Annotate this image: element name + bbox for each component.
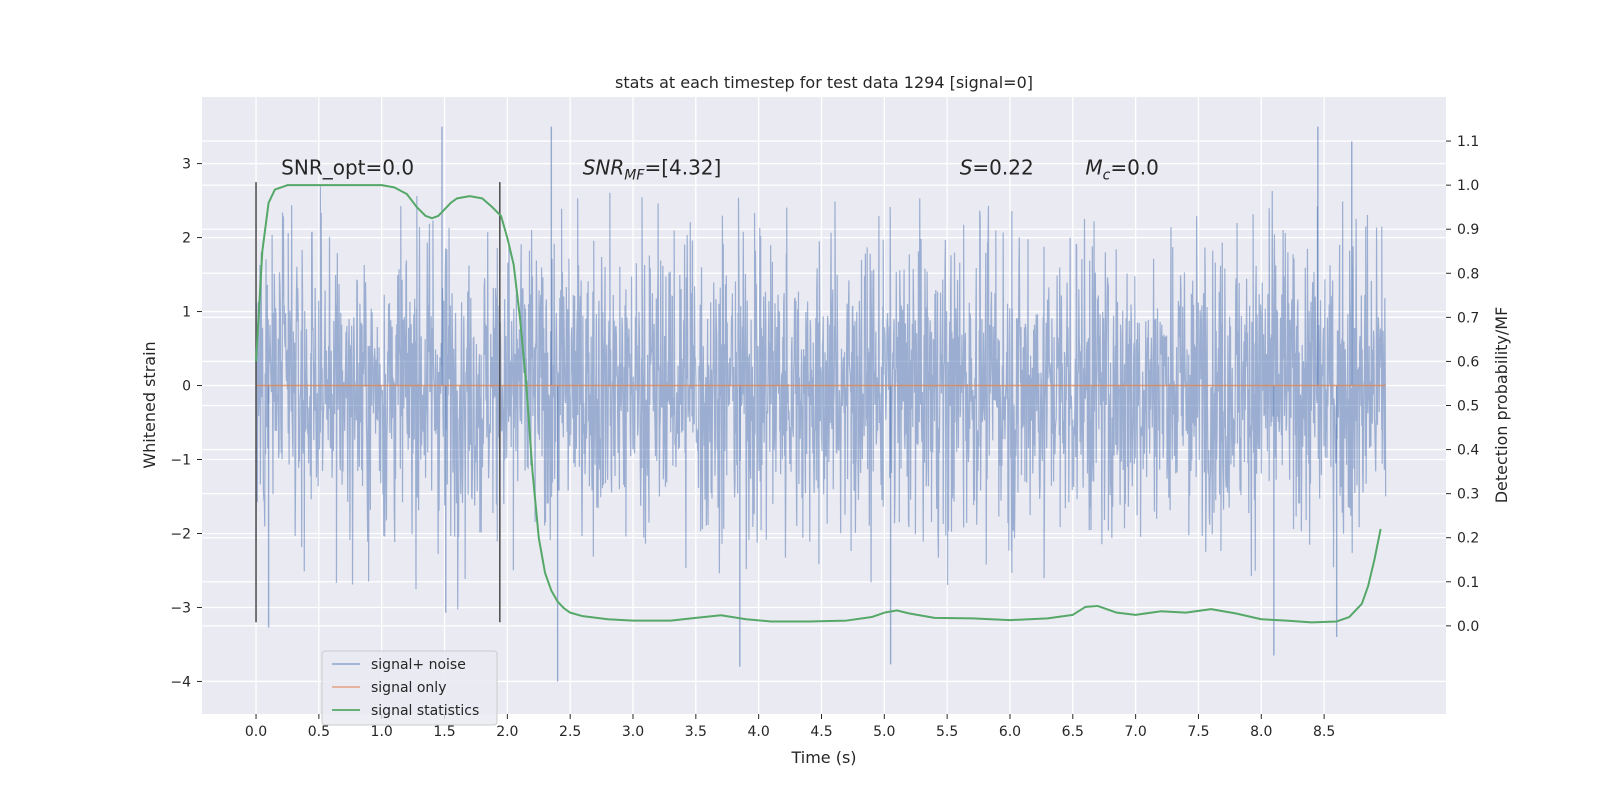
x-tick-label: 8.0 (1250, 724, 1272, 740)
x-tick-label: 0.0 (245, 724, 267, 740)
annotation: SNR_opt=0.0 (281, 156, 414, 180)
annotation: Mc=0.0 (1085, 156, 1159, 184)
y-tick-label: 1 (182, 305, 191, 321)
y2-tick-label: 0.8 (1457, 266, 1479, 282)
x-tick-label: 7.5 (1187, 724, 1209, 740)
legend-label-signal-only: signal only (371, 680, 446, 696)
signal-statistics-line (255, 184, 1382, 624)
x-tick-label: 5.5 (936, 724, 958, 740)
y2-tick-label: 1.1 (1457, 134, 1479, 150)
x-tick-label: 1.0 (371, 724, 393, 740)
y2-axis-ticks: 0.0 0.1 0.2 0.3 0.4 0.5 0.6 0.7 0.8 0.9 1.0 1.1 (1446, 134, 1479, 635)
y2-tick-label: 0.7 (1457, 310, 1479, 326)
y2-tick-label: 0.0 (1457, 619, 1479, 635)
vertical-markers (255, 182, 501, 623)
y-tick-label: 3 (182, 157, 191, 173)
legend: signal+ noise signal only signal statist… (321, 650, 498, 726)
annotation: S=0.22 (960, 156, 1034, 180)
y2-tick-label: 0.5 (1457, 399, 1479, 415)
x-tick-label: 2.5 (559, 724, 581, 740)
y-tick-label: −2 (170, 526, 191, 542)
y-tick-label: −3 (170, 600, 191, 616)
legend-label-signal-noise: signal+ noise (371, 657, 466, 673)
y-tick-label: −4 (170, 674, 191, 690)
x-tick-label: 7.0 (1124, 724, 1146, 740)
y-axis-ticks: −4 −3 −2 −1 0 1 2 3 (170, 157, 202, 690)
y-tick-label: −1 (170, 453, 191, 469)
x-tick-label: 4.5 (810, 724, 832, 740)
x-axis-ticks: 0.0 0.5 1.0 1.5 2.0 2.5 3.0 3.5 4.0 4.5 5.0 5.5 6.0 6… (245, 714, 1335, 740)
y-axis-label: Whitened strain (140, 341, 159, 468)
x-axis-label: Time (s) (790, 748, 856, 767)
annotations: SNR_opt=0.0 SNRMF=[4.32] S=0.22 Mc=0.0 (281, 156, 1159, 184)
x-tick-label: 8.5 (1313, 724, 1335, 740)
y2-tick-label: 0.3 (1457, 487, 1479, 503)
y2-tick-label: 0.4 (1457, 443, 1479, 459)
y2-tick-label: 0.2 (1457, 531, 1479, 547)
y2-tick-label: 0.6 (1457, 354, 1479, 370)
legend-box (321, 650, 498, 726)
x-tick-label: 3.5 (685, 724, 707, 740)
legend-label-signal-statistics: signal statistics (371, 703, 479, 719)
x-tick-label: 3.0 (622, 724, 644, 740)
series-signal-statistics (255, 184, 1382, 624)
y2-tick-label: 1.0 (1457, 178, 1479, 194)
y2-tick-label: 0.9 (1457, 222, 1479, 238)
chart-title: stats at each timestep for test data 129… (615, 73, 1033, 92)
signal-noise-trace (255, 186, 1387, 610)
annotation: SNRMF=[4.32] (583, 156, 722, 184)
y2-axis-label: Detection probability/MF (1492, 307, 1511, 504)
x-tick-label: 4.0 (748, 724, 770, 740)
x-tick-label: 1.5 (433, 724, 455, 740)
x-tick-label: 2.0 (496, 724, 518, 740)
y-tick-label: 0 (182, 379, 191, 395)
y-tick-label: 2 (182, 231, 191, 247)
x-tick-label: 5.0 (873, 724, 895, 740)
x-tick-label: 0.5 (308, 724, 330, 740)
series-signal-noise (255, 126, 1387, 682)
y2-tick-label: 0.1 (1457, 575, 1479, 591)
x-tick-label: 6.5 (1062, 724, 1084, 740)
x-tick-label: 6.0 (999, 724, 1021, 740)
